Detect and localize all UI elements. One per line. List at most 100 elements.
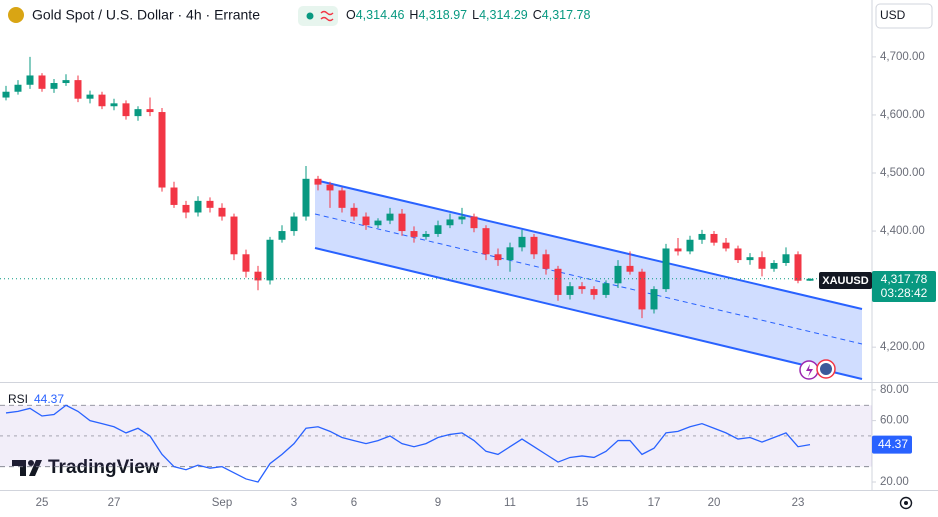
settings-icon[interactable] <box>899 496 913 510</box>
x-tick-label: 3 <box>291 497 297 509</box>
last-price-tag <box>872 271 936 302</box>
candle-body <box>410 231 418 237</box>
candle-body <box>62 80 70 84</box>
candle-body <box>794 254 802 281</box>
candle-body <box>686 239 694 252</box>
y-tick-label: 4,500.00 <box>880 167 925 179</box>
candle-body <box>458 216 466 220</box>
watermark: TradingView <box>48 457 160 478</box>
ohlc-value: 4,314.29 <box>479 8 528 22</box>
x-tick-label: 20 <box>708 497 721 509</box>
currency-button[interactable] <box>875 3 933 29</box>
candle-body <box>650 289 658 310</box>
candle-body <box>266 239 274 281</box>
candle-body <box>206 200 214 208</box>
candle-body <box>566 286 574 295</box>
candle-body <box>158 112 166 188</box>
x-tick-label: 27 <box>108 497 121 509</box>
x-tick-label: Sep <box>212 497 232 509</box>
symbol-icon <box>8 7 24 23</box>
candle-body <box>278 231 286 240</box>
candle-body <box>374 220 382 226</box>
x-tick-label: 17 <box>648 497 661 509</box>
candle-body <box>782 254 790 263</box>
candle-body <box>710 233 718 243</box>
candle-body <box>122 103 130 117</box>
candle-body <box>674 248 682 252</box>
candle-body <box>314 178 322 185</box>
candle-body <box>2 91 10 98</box>
candle-body <box>638 271 646 310</box>
candle-body <box>338 190 346 208</box>
candle-body <box>770 262 778 269</box>
candle-body <box>422 233 430 237</box>
status-badge[interactable] <box>298 6 338 26</box>
candle-body <box>446 219 454 226</box>
ohlc-value: 4,314.46 <box>356 8 405 22</box>
candle-body <box>434 225 442 234</box>
channel-upper <box>314 179 863 310</box>
x-tick-label: 11 <box>504 497 516 509</box>
rsi-y-tick-label: 60.00 <box>880 415 909 427</box>
x-tick-label: 6 <box>351 497 357 509</box>
candle-body <box>470 216 478 229</box>
candle-body <box>734 248 742 261</box>
candle-body <box>758 257 766 269</box>
ohlc-value: 4,317.78 <box>542 8 591 22</box>
ohlc-key: O <box>346 8 356 22</box>
candle-body <box>542 254 550 269</box>
candle-body <box>98 94 106 107</box>
y-tick-label: 4,400.00 <box>880 225 925 237</box>
rsi-y-tick-label: 80.00 <box>880 384 909 396</box>
symbol-tag-text: XAUUSD <box>822 275 869 287</box>
candle-body <box>362 216 370 226</box>
candle-body <box>254 271 262 281</box>
candle-body <box>86 94 94 99</box>
candle-body <box>662 248 670 290</box>
symbol-tag <box>819 272 872 289</box>
status-dot <box>306 12 314 20</box>
countdown: 03:28:42 <box>881 286 928 300</box>
candle-body <box>326 184 334 191</box>
flag <box>820 363 832 375</box>
candle-body <box>146 109 154 113</box>
candle-body <box>530 236 538 255</box>
candle-body <box>398 213 406 232</box>
rsi-line <box>5 404 811 483</box>
candle-body <box>518 236 526 248</box>
candle-body <box>578 286 586 290</box>
candle-body <box>50 83 58 89</box>
candle-body <box>38 75 46 89</box>
candle-body <box>626 265 634 272</box>
candle-body <box>134 109 142 117</box>
last-price-label: 4,317.78 <box>881 272 928 286</box>
candle-body <box>194 200 202 213</box>
candle-body <box>722 242 730 249</box>
candle-body <box>230 216 238 255</box>
y-tick-label: 4,600.00 <box>880 109 925 121</box>
candle-body <box>590 289 598 295</box>
candle-body <box>506 247 514 261</box>
channel-lower <box>314 247 863 380</box>
x-tick-label: 15 <box>576 497 589 509</box>
candle-body <box>746 257 754 261</box>
x-tick-label: 25 <box>36 497 49 509</box>
candle-body <box>806 278 814 281</box>
rsi-value: 44.37 <box>34 392 64 406</box>
candle-body <box>218 207 226 217</box>
y-tick-label: 4,200.00 <box>880 341 925 353</box>
candle-body <box>386 213 394 221</box>
status-icon <box>320 10 334 22</box>
event-bolt <box>806 364 813 377</box>
candle-body <box>554 268 562 295</box>
rsi-value-tag <box>872 435 912 454</box>
ohlc-key: L <box>472 8 479 22</box>
chart-title: Gold Spot / U.S. Dollar · 4h · Errante <box>32 7 260 23</box>
candle-body <box>614 265 622 284</box>
parallel-channel <box>314 179 863 380</box>
candle-body <box>26 75 34 85</box>
candle-body <box>110 103 118 107</box>
candle-body <box>290 216 298 232</box>
